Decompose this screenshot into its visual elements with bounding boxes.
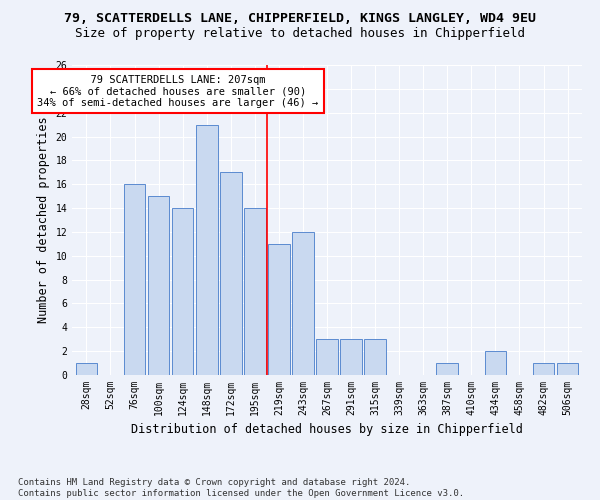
Bar bbox=[268, 244, 290, 375]
Text: Contains HM Land Registry data © Crown copyright and database right 2024.
Contai: Contains HM Land Registry data © Crown c… bbox=[18, 478, 464, 498]
Text: 79, SCATTERDELLS LANE, CHIPPERFIELD, KINGS LANGLEY, WD4 9EU: 79, SCATTERDELLS LANE, CHIPPERFIELD, KIN… bbox=[64, 12, 536, 26]
Bar bbox=[76, 363, 97, 375]
Bar bbox=[124, 184, 145, 375]
Text: 79 SCATTERDELLS LANE: 207sqm  
← 66% of detached houses are smaller (90)
34% of : 79 SCATTERDELLS LANE: 207sqm ← 66% of de… bbox=[37, 74, 319, 108]
Bar bbox=[316, 339, 338, 375]
Bar bbox=[485, 351, 506, 375]
Bar bbox=[220, 172, 242, 375]
Bar bbox=[436, 363, 458, 375]
Y-axis label: Number of detached properties: Number of detached properties bbox=[37, 116, 50, 324]
Bar bbox=[533, 363, 554, 375]
X-axis label: Distribution of detached houses by size in Chipperfield: Distribution of detached houses by size … bbox=[131, 424, 523, 436]
Bar bbox=[196, 124, 218, 375]
Bar bbox=[364, 339, 386, 375]
Text: Size of property relative to detached houses in Chipperfield: Size of property relative to detached ho… bbox=[75, 28, 525, 40]
Bar bbox=[148, 196, 169, 375]
Bar bbox=[340, 339, 362, 375]
Bar bbox=[244, 208, 266, 375]
Bar bbox=[557, 363, 578, 375]
Bar bbox=[172, 208, 193, 375]
Bar bbox=[292, 232, 314, 375]
